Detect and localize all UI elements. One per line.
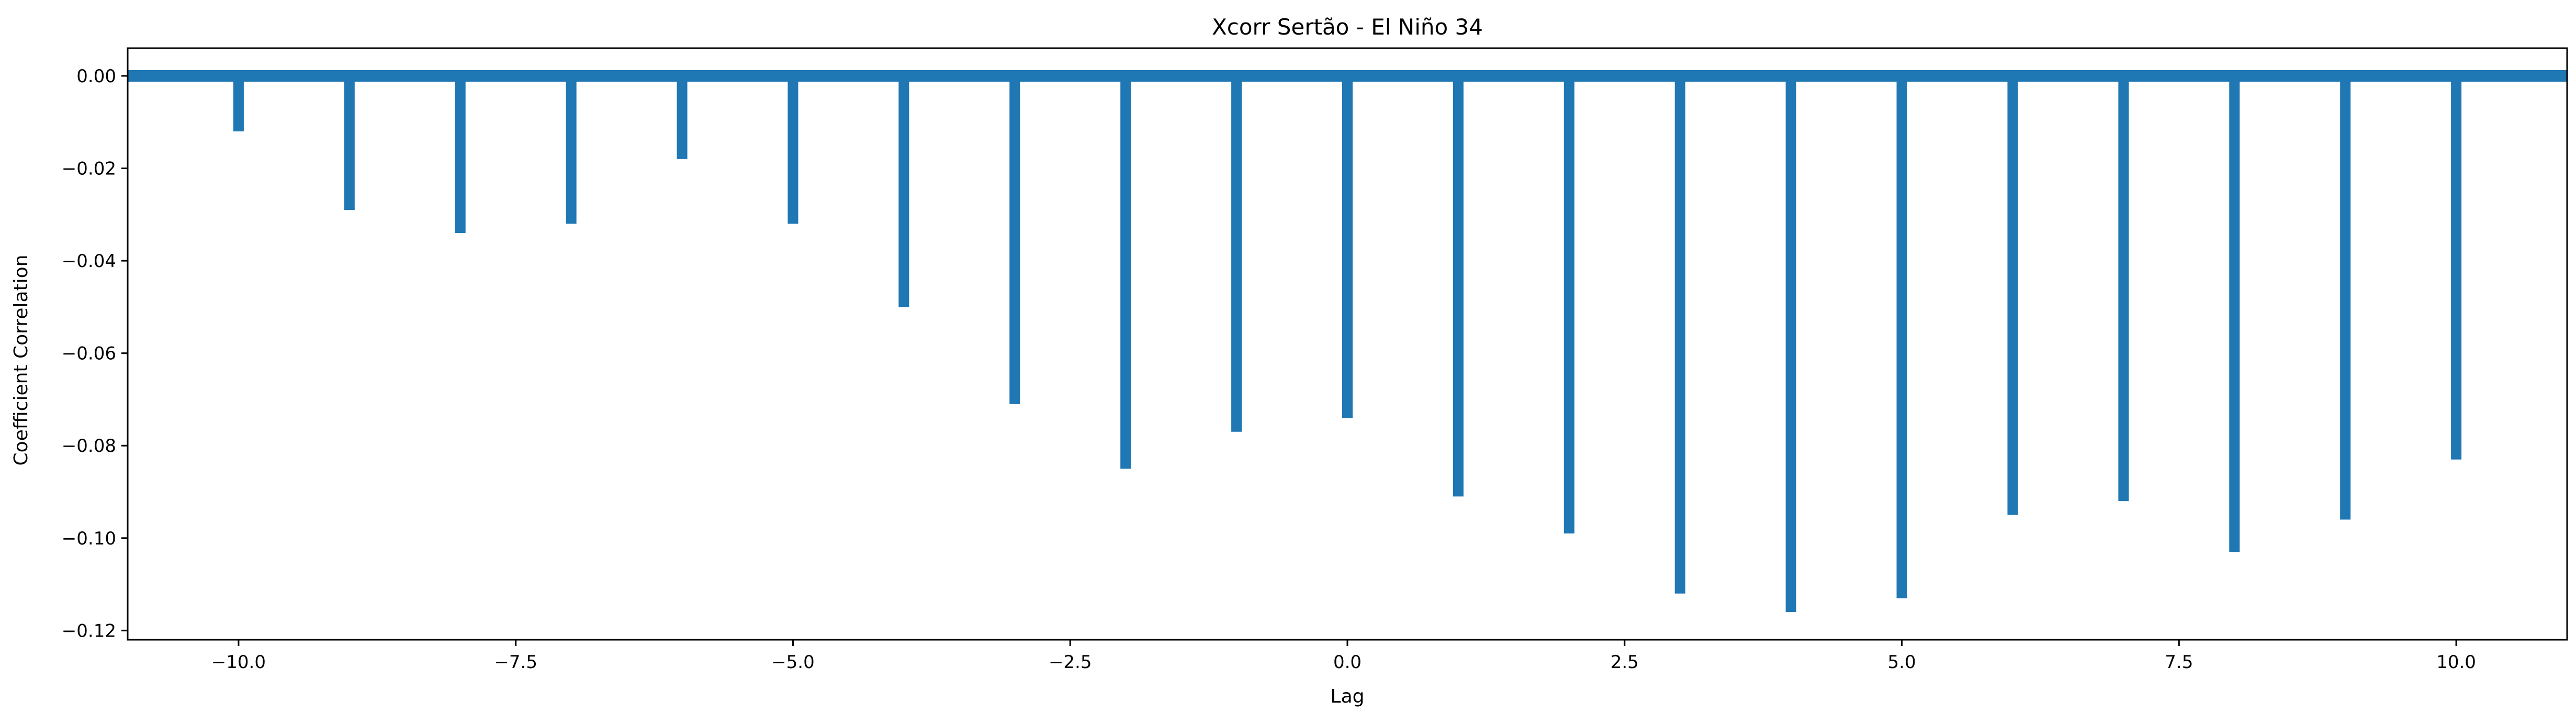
y-tick-label: −0.08 [62,436,116,457]
x-tick-label: 0.0 [1333,652,1362,673]
bar [455,75,466,233]
bar [566,75,577,224]
bar [1120,75,1131,469]
y-axis-label: Coefficient Correlation [10,255,32,466]
chart-title: Xcorr Sertão - El Niño 34 [1212,14,1483,40]
x-axis-ticks: −10.0 −7.5 −5.0 −2.5 0.0 2.5 5.0 7.5 10.0 [211,640,2476,673]
x-tick-label: 2.5 [1611,652,1639,673]
bar [1896,75,1907,598]
y-tick-label: 0.00 [76,66,116,87]
bar [1453,75,1464,497]
bar [2340,75,2351,520]
y-tick-label: −0.04 [62,251,116,272]
x-tick-label: 5.0 [1888,652,1916,673]
x-tick-label: −2.5 [1049,652,1092,673]
bar [1563,75,1574,533]
bar [677,75,688,159]
x-tick-label: −10.0 [211,652,266,673]
bar-series [233,75,2462,613]
bar [1674,75,1685,594]
x-tick-label: 7.5 [2165,652,2193,673]
bar [898,75,909,307]
x-tick-label: −5.0 [771,652,815,673]
x-tick-label: 10.0 [2436,652,2476,673]
bar [1342,75,1353,418]
bar [233,75,244,131]
x-tick-label: −7.5 [494,652,537,673]
bar [788,75,798,224]
bar [344,75,355,210]
bar [1785,75,1796,613]
bar [2451,75,2462,460]
bar [1231,75,1242,432]
bar [2118,75,2129,502]
bar [1009,75,1020,404]
x-axis-label: Lag [1331,686,1365,707]
plot-frame [127,47,2568,641]
y-tick-label: −0.10 [62,528,116,549]
y-axis-ticks: 0.00 −0.02 −0.04 −0.06 −0.08 −0.10 −0.12 [62,66,128,641]
y-tick-label: −0.12 [62,620,116,641]
y-tick-label: −0.06 [62,343,116,364]
bar [2229,75,2240,552]
y-tick-label: −0.02 [62,159,116,180]
bar [2007,75,2018,515]
